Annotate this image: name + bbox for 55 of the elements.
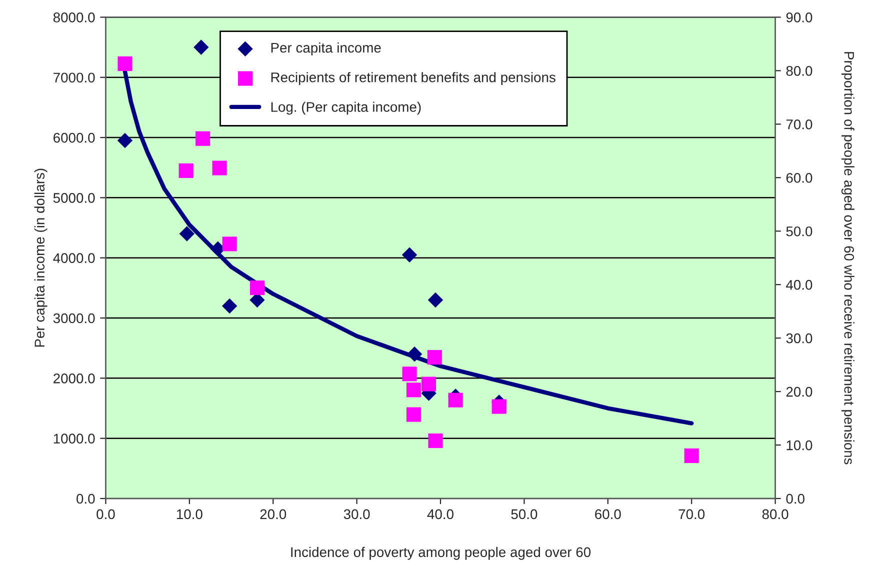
x-tick-label: 10.0 bbox=[176, 509, 202, 520]
y2-tick-label: 70.0 bbox=[786, 119, 812, 130]
x-tick-label: 0.0 bbox=[96, 509, 115, 520]
y2-tick-label: 60.0 bbox=[786, 172, 812, 183]
x-tick-label: 40.0 bbox=[427, 509, 454, 520]
point bbox=[222, 298, 238, 314]
y2-tick-label: 0.0 bbox=[786, 494, 804, 504]
y-tick-label: 5000.0 bbox=[53, 193, 95, 203]
point bbox=[422, 376, 436, 392]
legend-label: Log. (Per capita income) bbox=[271, 102, 421, 115]
point bbox=[427, 350, 442, 365]
y2-tick-label: 50.0 bbox=[786, 226, 812, 236]
y-tick-label: 4000.0 bbox=[53, 253, 95, 264]
y-tick-label: 2000.0 bbox=[54, 374, 95, 384]
legend-label: Per capita income bbox=[271, 42, 381, 56]
y-tick-label: 7000.0 bbox=[54, 72, 95, 83]
x-tick-label: 50.0 bbox=[511, 509, 538, 520]
y2-tick-label: 40.0 bbox=[786, 280, 812, 290]
y-axis-title: Per capita income (in dollars) bbox=[34, 168, 48, 347]
point bbox=[196, 131, 210, 146]
point bbox=[117, 132, 133, 148]
point bbox=[222, 236, 237, 252]
point bbox=[402, 247, 418, 262]
x-tick-label: 30.0 bbox=[344, 509, 370, 520]
point bbox=[406, 407, 421, 422]
point bbox=[406, 382, 421, 398]
y-tick-label: 1000.0 bbox=[54, 434, 95, 444]
x-tick-label: 70.0 bbox=[678, 509, 705, 520]
point bbox=[448, 392, 463, 408]
point bbox=[118, 56, 132, 71]
y2-tick-label: 20.0 bbox=[786, 386, 812, 397]
y-tick-label: 0.0 bbox=[76, 494, 95, 504]
legend-label: Recipients of retirement benefits and pensions bbox=[271, 72, 556, 86]
y2-tick-label: 90.0 bbox=[786, 12, 812, 22]
point bbox=[179, 226, 195, 242]
point bbox=[178, 163, 194, 178]
x-tick-label: 60.0 bbox=[595, 509, 621, 520]
point bbox=[194, 40, 209, 55]
point bbox=[428, 292, 444, 308]
y-tick-label: 3000.0 bbox=[53, 313, 95, 324]
x-tick-label: 20.0 bbox=[260, 509, 286, 520]
y2-tick-label: 30.0 bbox=[786, 333, 812, 344]
point bbox=[250, 280, 264, 296]
y2-tick-label: 10.0 bbox=[786, 440, 812, 450]
point bbox=[428, 433, 443, 448]
x-axis-title: Incidence of poverty among people aged over 60 bbox=[291, 546, 591, 560]
point bbox=[402, 366, 417, 382]
y2-tick-label: 80.0 bbox=[786, 66, 812, 76]
y-tick-label: 6000.0 bbox=[54, 132, 95, 143]
point bbox=[684, 448, 699, 464]
y-tick-label: 8000.0 bbox=[53, 12, 95, 22]
point bbox=[492, 399, 506, 414]
y2-axis-title: Proportion of people aged over 60 who receive retirement pensions bbox=[841, 52, 854, 464]
point bbox=[212, 160, 227, 176]
x-tick-label: 80.0 bbox=[762, 509, 788, 520]
